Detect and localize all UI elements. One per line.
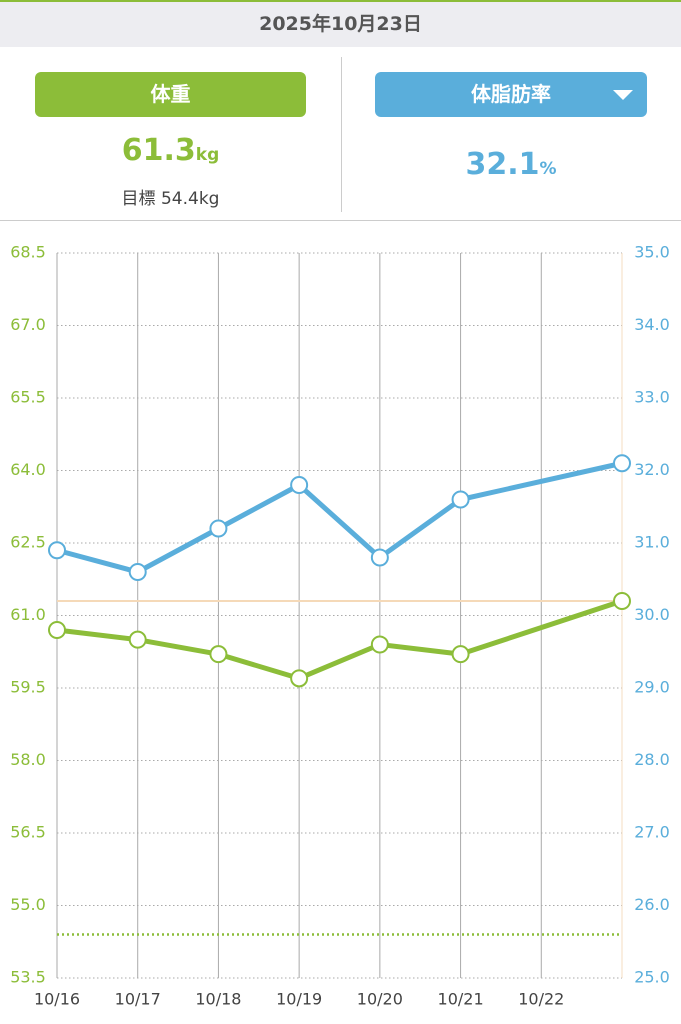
y-tick-label: 58.0 [10, 750, 46, 769]
y2-tick-label: 32.0 [634, 460, 670, 479]
data-point [209, 519, 228, 538]
data-point [128, 630, 147, 649]
data-point [48, 541, 66, 560]
x-tick-label: 10/22 [518, 990, 564, 1009]
goal-unit: kg [198, 189, 220, 209]
y2-tick-label: 27.0 [634, 823, 670, 842]
weight-number: 61.3 [121, 133, 196, 168]
y2-tick-label: 25.0 [634, 968, 670, 987]
x-tick-label: 10/18 [195, 990, 241, 1009]
x-tick-label: 10/21 [438, 990, 484, 1009]
data-point [451, 490, 470, 509]
y-tick-label: 64.0 [10, 460, 46, 479]
weight-button[interactable]: 体重 [35, 72, 306, 117]
goal-number: 54.4 [160, 189, 199, 209]
data-point [451, 645, 470, 664]
y-tick-label: 61.0 [10, 605, 46, 624]
y2-tick-label: 28.0 [634, 750, 670, 769]
y2-tick-label: 31.0 [634, 533, 670, 552]
body-fat-label: 体脂肪率 [471, 82, 551, 106]
y-tick-label: 62.5 [10, 533, 46, 552]
body-fat-number: 32.1 [465, 147, 540, 182]
y2-tick-label: 30.0 [634, 605, 670, 624]
data-point [370, 635, 389, 654]
date: 2025年10月23日 [259, 13, 422, 35]
y-tick-label: 65.5 [10, 388, 46, 407]
data-point [128, 563, 147, 581]
weight-label: 体重 [150, 82, 191, 106]
body-fat-button[interactable]: 体脂肪率 [375, 72, 647, 117]
y-tick-label: 56.5 [10, 823, 46, 842]
x-tick-label: 10/17 [115, 990, 161, 1009]
date-bar: 2025年10月23日 [0, 0, 681, 47]
y2-tick-label: 34.0 [634, 315, 670, 334]
data-point [370, 548, 389, 567]
series-line [56, 460, 623, 575]
body-fat-value: 32.1% [375, 147, 647, 182]
y2-tick-label: 29.0 [634, 678, 670, 697]
summary-panel: 体重 61.3kg 目標 54.4kg 体脂肪率 32.1% [0, 47, 681, 221]
data-point [613, 592, 631, 610]
data-point [48, 621, 66, 639]
y2-tick-label: 35.0 [634, 243, 670, 262]
weight-unit: kg [195, 145, 220, 165]
y2-tick-label: 26.0 [634, 895, 670, 914]
data-point [613, 454, 631, 473]
chart: 53.5 55.0 56.5 58.0 59.5 61.0 62.5 64.0 65.5 67.0… [10, 243, 670, 1009]
divider [341, 57, 342, 212]
weight-value: 61.3kg [35, 133, 306, 168]
goal-label: 目標 [121, 189, 156, 209]
y-tick-label: 53.5 [10, 968, 46, 987]
data-point [209, 645, 228, 664]
y2-tick-label: 33.0 [634, 388, 670, 407]
y-tick-label: 67.0 [10, 315, 46, 334]
body-fat-unit: % [539, 159, 557, 179]
data-point [290, 669, 309, 688]
y-tick-label: 59.5 [10, 678, 46, 697]
data-point [290, 476, 309, 494]
y-tick-label: 68.5 [10, 243, 46, 262]
x-tick-label: 10/16 [34, 990, 80, 1009]
goal: 目標 54.4kg [35, 184, 306, 209]
dropdown-arrow [613, 90, 633, 100]
x-tick-label: 10/20 [357, 990, 403, 1009]
x-tick-label: 10/19 [276, 990, 322, 1009]
y-tick-label: 55.0 [10, 895, 46, 914]
